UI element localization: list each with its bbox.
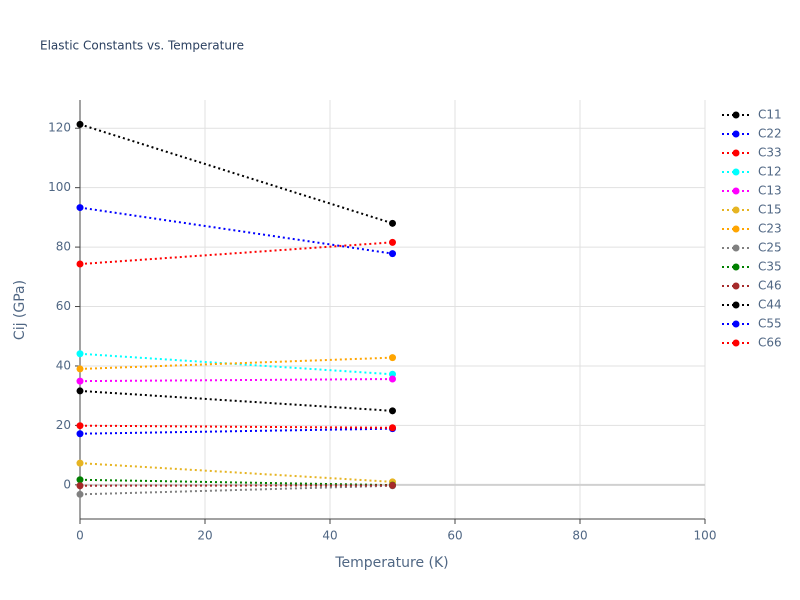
x-tick-label: 20 <box>197 529 212 543</box>
legend-label: C15 <box>758 203 782 217</box>
legend-marker <box>732 225 740 233</box>
legend-label: C35 <box>758 260 782 274</box>
x-axis-title: Temperature (K) <box>334 555 448 571</box>
data-point <box>389 250 396 258</box>
y-tick-label: 20 <box>56 418 71 432</box>
series-line <box>79 378 393 383</box>
data-point <box>389 407 396 415</box>
y-tick-label: 120 <box>48 121 71 135</box>
legend-marker <box>732 282 740 290</box>
x-tick-label: 100 <box>694 529 717 543</box>
legend-label: C23 <box>758 222 782 236</box>
legend-marker <box>732 168 740 176</box>
x-tick-label: 0 <box>76 529 84 543</box>
data-point <box>76 422 84 430</box>
y-tick-label: 0 <box>63 477 71 491</box>
series-line <box>79 424 393 429</box>
legend-label: C46 <box>758 279 782 293</box>
legend-label: C12 <box>758 165 782 179</box>
chart-title: Elastic Constants vs. Temperature <box>40 39 244 53</box>
data-point <box>389 481 396 489</box>
data-point <box>76 459 84 467</box>
series-line <box>79 427 393 435</box>
legend-label: C11 <box>758 108 782 122</box>
series-line <box>79 241 393 266</box>
legend-marker <box>732 111 740 119</box>
data-point <box>76 377 84 385</box>
data-point <box>76 490 84 498</box>
data-point <box>76 204 84 212</box>
legend-label: C13 <box>758 184 782 198</box>
data-point <box>76 387 84 395</box>
data-point <box>389 219 396 227</box>
data-point <box>389 375 396 383</box>
legend-label: C22 <box>758 127 782 141</box>
series-line <box>79 478 393 487</box>
data-point <box>76 476 84 484</box>
legend-marker <box>732 206 740 214</box>
data-point <box>76 365 84 373</box>
legend-marker <box>732 149 740 157</box>
data-point <box>389 238 396 246</box>
legend-marker <box>732 339 740 347</box>
legend-label: C55 <box>758 317 782 331</box>
data-point <box>76 482 84 490</box>
series-line <box>79 484 393 496</box>
legend-marker <box>732 320 740 328</box>
series-line <box>79 356 393 370</box>
legend-label: C44 <box>758 298 782 312</box>
y-tick-label: 40 <box>56 358 71 372</box>
y-tick-label: 100 <box>48 180 71 194</box>
legend-label: C25 <box>758 241 782 255</box>
x-tick-label: 80 <box>572 529 587 543</box>
series-line <box>79 389 393 412</box>
data-point <box>76 430 84 438</box>
data-point <box>76 120 84 128</box>
y-tick-label: 60 <box>56 299 71 313</box>
legend-marker <box>732 187 740 195</box>
legend-label: C66 <box>758 336 782 350</box>
data-point <box>76 260 84 268</box>
y-tick-label: 80 <box>56 240 71 254</box>
legend-marker <box>732 263 740 271</box>
legend-label: C33 <box>758 146 782 160</box>
series-line <box>79 462 393 483</box>
y-axis-title: Cij (GPa) <box>12 280 28 340</box>
x-tick-label: 40 <box>322 529 337 543</box>
data-point <box>76 350 84 358</box>
legend-marker <box>732 244 740 252</box>
data-point <box>389 354 396 362</box>
x-tick-label: 60 <box>447 529 462 543</box>
legend-marker <box>732 130 740 138</box>
data-point <box>389 424 396 432</box>
series-line <box>79 123 393 225</box>
legend-marker <box>732 301 740 309</box>
